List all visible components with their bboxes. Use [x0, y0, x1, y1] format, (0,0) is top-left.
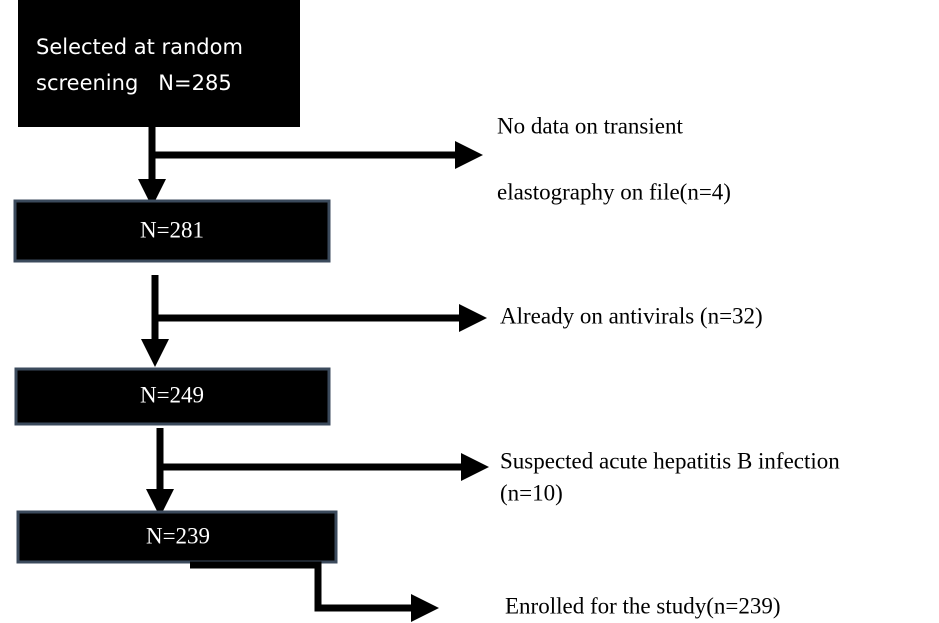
node-label: screening N=285: [36, 71, 232, 95]
node-label: N=281: [140, 217, 204, 242]
node-box: [13, 199, 331, 263]
exclusion-label: elastography on file(n=4): [497, 179, 731, 204]
node-box: [14, 367, 331, 426]
exclusion-label: (n=10): [500, 480, 563, 505]
exclusion-label: No data on transient: [497, 113, 683, 138]
exclusion-label: Already on antivirals (n=32): [500, 303, 763, 328]
node-box: [16, 510, 338, 564]
node-box: [18, 0, 300, 127]
arrow: [190, 561, 439, 622]
exclusion-label: Suspected acute hepatitis B infection: [500, 448, 840, 473]
exclusion-label: Enrolled for the study(n=239): [505, 593, 781, 618]
node-label: N=249: [140, 382, 204, 407]
node-label: N=239: [146, 523, 210, 548]
node-label: Selected at random: [36, 35, 243, 59]
